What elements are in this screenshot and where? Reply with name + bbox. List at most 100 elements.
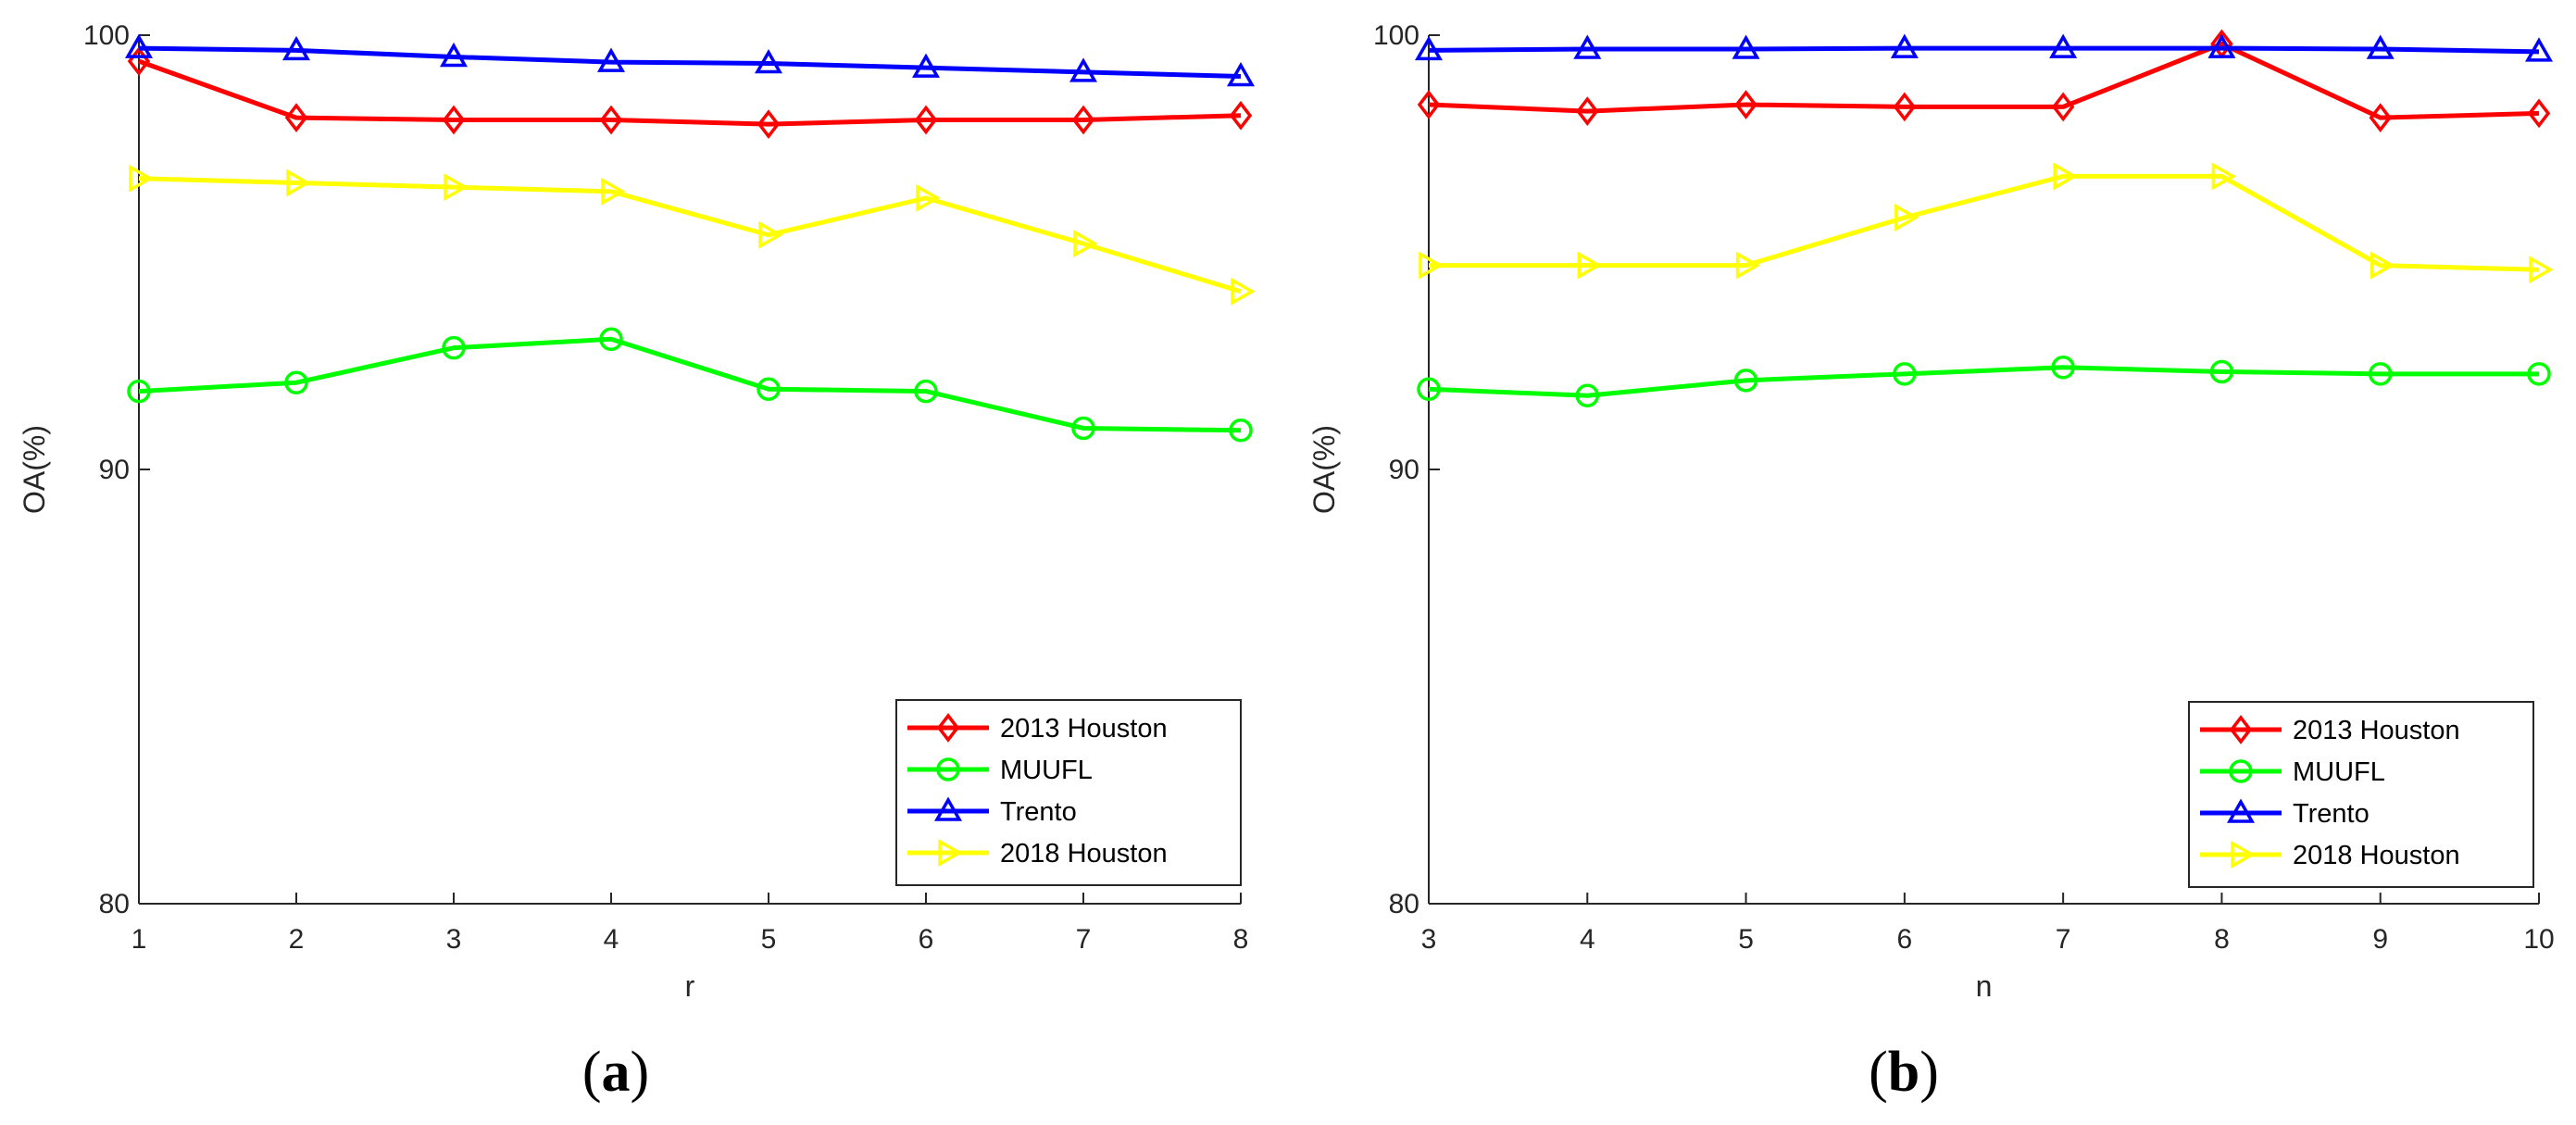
data-point-trento — [911, 53, 941, 78]
y-tick-label: 90 — [1389, 455, 1419, 485]
series-line-2013-houston — [1428, 41, 2540, 120]
data-point-2013-houston — [2369, 103, 2392, 132]
legend-marker-muufl — [936, 757, 960, 781]
y-tick-label: 90 — [99, 455, 130, 485]
data-point-2018-houston — [2370, 251, 2395, 280]
series-line-2018-houston — [138, 176, 1242, 294]
data-point-2018-houston — [1894, 203, 1919, 231]
x-tick-label: 5 — [1738, 924, 1754, 955]
data-point-2018-houston — [2053, 162, 2078, 191]
y-axis-label: OA(%) — [1307, 425, 1341, 514]
data-point-trento — [2366, 34, 2395, 59]
data-point-muufl — [2368, 362, 2393, 386]
data-point-2018-houston — [1073, 230, 1098, 258]
x-tick-label: 7 — [1076, 924, 1092, 955]
legend-marker-trento — [933, 796, 963, 821]
x-tick-label: 4 — [604, 924, 619, 955]
chart-panel-b: 3 4 5 6 7 8 9 10 80 90 100 n OA(%) 2013 Houston MUUFL T… — [1307, 20, 2555, 1104]
x-tick-label: 8 — [1233, 924, 1249, 955]
data-point-2018-houston — [601, 177, 626, 206]
x-tick-label: 1 — [131, 924, 147, 955]
data-point-trento — [1573, 34, 1602, 59]
data-point-muufl — [442, 335, 466, 360]
data-point-2013-houston — [1734, 90, 1757, 119]
data-point-muufl — [1229, 419, 1253, 443]
x-tick-label: 4 — [1580, 924, 1595, 955]
x-axis-label: n — [1976, 969, 1993, 1003]
legend-label-2018-houston: 2018 Houston — [2293, 841, 2460, 870]
data-point-muufl — [1893, 362, 1917, 386]
data-point-2018-houston — [444, 173, 469, 202]
data-point-trento — [2207, 33, 2236, 58]
data-point-muufl — [1071, 416, 1095, 441]
legend-label-trento: Trento — [1000, 797, 1077, 827]
y-tick-label: 80 — [99, 889, 130, 919]
x-tick-label: 8 — [2214, 924, 2230, 955]
data-point-muufl — [2527, 362, 2551, 386]
data-point-muufl — [1575, 383, 1600, 408]
series-muufl — [1417, 356, 2551, 408]
data-point-muufl — [599, 327, 623, 352]
x-tick-label: 2 — [289, 924, 305, 955]
data-point-trento — [1890, 33, 1919, 58]
data-point-trento — [439, 42, 469, 68]
legend-label-2013-houston: 2013 Houston — [2293, 716, 2460, 745]
data-point-muufl — [757, 377, 781, 401]
data-point-2018-houston — [2211, 162, 2236, 191]
x-axis-label: r — [685, 969, 695, 1003]
legend-marker-2018-houston — [2231, 840, 2256, 869]
x-tick-label: 3 — [1421, 924, 1437, 955]
data-point-2018-houston — [286, 169, 311, 197]
x-tick-label: 10 — [2523, 924, 2554, 955]
data-point-2018-houston — [1419, 251, 1444, 280]
x-tick-label: 7 — [2056, 924, 2071, 955]
x-tick-label: 3 — [446, 924, 462, 955]
data-point-trento — [1414, 35, 1444, 61]
legend-marker-2013-houston — [2229, 715, 2253, 744]
y-axis-label: OA(%) — [18, 425, 51, 514]
data-point-2013-houston — [757, 109, 781, 140]
data-point-muufl — [2051, 356, 2075, 380]
data-point-trento — [2049, 33, 2078, 58]
series-trento — [124, 33, 1256, 87]
data-point-2013-houston — [1071, 105, 1095, 135]
series-muufl — [127, 327, 1253, 443]
data-point-muufl — [914, 379, 938, 404]
legend-label-muufl: MUUFL — [1000, 756, 1093, 785]
data-point-2013-houston — [442, 105, 466, 135]
data-point-trento — [754, 48, 783, 74]
data-point-2018-houston — [758, 220, 783, 249]
data-point-trento — [596, 47, 626, 72]
legend-marker-2018-houston — [938, 838, 963, 868]
legend-label-muufl: MUUFL — [2293, 757, 2385, 787]
data-point-muufl — [1417, 377, 1441, 401]
data-point-2018-houston — [1735, 251, 1761, 280]
data-point-trento — [2524, 37, 2554, 62]
legend-label-2018-houston: 2018 Houston — [1000, 839, 1168, 869]
data-point-trento — [1069, 57, 1098, 82]
chart-panel-a: 1 2 3 4 5 6 7 8 80 90 100 r OA(%) 2013 Houston MUUFL Tr… — [18, 20, 1256, 1104]
data-point-muufl — [2209, 359, 2234, 384]
data-point-2018-houston — [129, 164, 154, 193]
x-tick-label: 6 — [1897, 924, 1913, 955]
data-point-2013-houston — [284, 103, 308, 132]
series-trento — [1414, 33, 2554, 62]
data-point-trento — [124, 33, 154, 58]
legend-marker-2013-houston — [936, 713, 960, 743]
series-line-trento — [1428, 45, 2540, 55]
data-point-2013-houston — [1417, 90, 1441, 119]
panel-label: (b) — [1869, 1041, 1939, 1104]
data-point-muufl — [127, 379, 151, 404]
data-point-2013-houston — [1229, 100, 1253, 131]
x-tick-label: 6 — [919, 924, 934, 955]
y-tick-label: 80 — [1389, 889, 1419, 919]
series-line-2013-houston — [138, 58, 1242, 127]
data-point-2018-houston — [2529, 256, 2554, 284]
data-point-2018-houston — [1231, 277, 1256, 306]
data-point-muufl — [284, 370, 308, 394]
y-tick-label: 100 — [1373, 20, 1419, 51]
data-point-trento — [1226, 62, 1256, 87]
x-tick-label: 9 — [2372, 924, 2388, 955]
data-point-2013-houston — [599, 105, 623, 135]
